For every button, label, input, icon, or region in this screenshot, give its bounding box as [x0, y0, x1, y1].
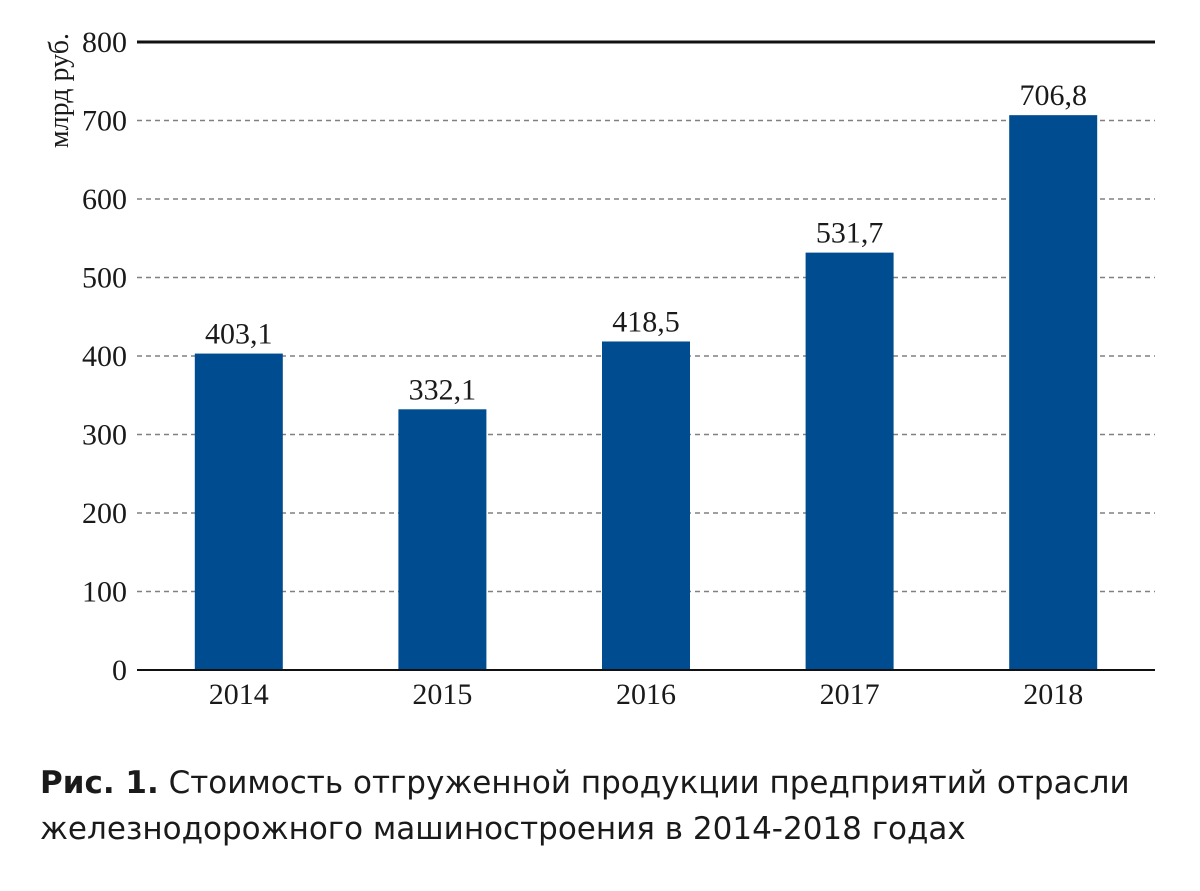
x-tick-label-2017: 2017	[820, 678, 880, 711]
axes	[137, 40, 1155, 671]
y-tick-label-800: 800	[82, 26, 127, 59]
x-tick-labels: 2014 2015 2016 2017 2018	[209, 678, 1083, 711]
x-tick-label-2018: 2018	[1023, 678, 1083, 711]
caption-text: Стоимость отгруженной продукции предприя…	[40, 765, 1130, 847]
x-tick-label-2014: 2014	[209, 678, 269, 711]
y-axis-label: млрд руб.	[44, 33, 75, 148]
bars	[194, 115, 1098, 671]
y-tick-label-300: 300	[82, 419, 127, 452]
x-tick-label-2016: 2016	[616, 678, 676, 711]
data-label-2017: 531,7	[816, 217, 884, 250]
figure-number: Рис. 1.	[40, 765, 159, 801]
figure-caption: Рис. 1. Стоимость отгруженной продукции …	[40, 760, 1170, 852]
y-tick-label-700: 700	[82, 105, 127, 138]
data-label-2014: 403,1	[205, 318, 273, 351]
y-tick-label-600: 600	[82, 183, 127, 216]
y-tick-label-0: 0	[112, 654, 127, 687]
bar-2014	[194, 353, 283, 670]
bar-2015	[398, 409, 487, 670]
data-label-2018: 706,8	[1019, 79, 1087, 112]
y-tick-label-400: 400	[82, 340, 127, 373]
bar-2018	[1009, 115, 1098, 671]
data-labels: 403,1 332,1 418,5 531,7 706,8	[205, 79, 1087, 406]
bar-2016	[602, 341, 690, 670]
x-tick-label-2015: 2015	[412, 678, 472, 711]
y-tick-label-500: 500	[82, 262, 127, 295]
y-tick-label-200: 200	[82, 497, 127, 530]
y-tick-labels: 0 100 200 300 400 500 600 700 800	[82, 26, 127, 687]
y-tick-label-100: 100	[82, 576, 127, 609]
bar-2017	[805, 252, 894, 671]
data-label-2016: 418,5	[612, 305, 680, 338]
data-label-2015: 332,1	[409, 373, 477, 406]
